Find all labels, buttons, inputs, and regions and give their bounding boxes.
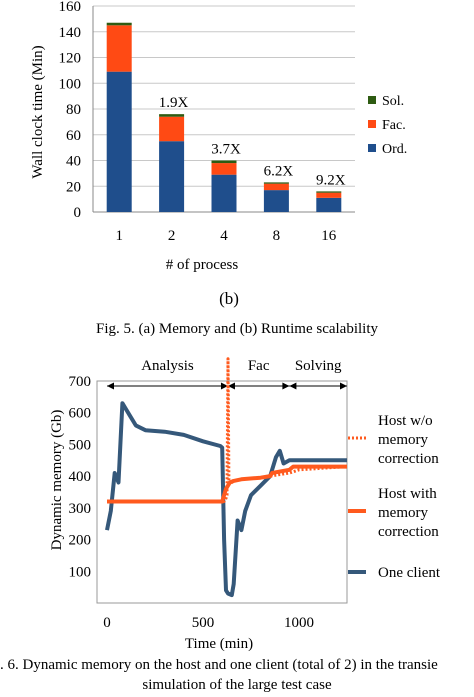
bar-chart-y-tick-label: 40 xyxy=(66,154,81,170)
legend-label: Host w/o memory correction xyxy=(378,413,439,467)
line-chart-series xyxy=(105,357,348,598)
series-line-0 xyxy=(107,357,348,503)
bar-chart-y-tick-label: 160 xyxy=(59,0,82,15)
bar-chart-y-label: Wall clock time (Min) xyxy=(30,45,46,178)
legend-label: Sol. xyxy=(382,94,404,109)
bar-segment-ord xyxy=(106,71,132,212)
bar-chart-y-tick-label: 120 xyxy=(59,51,82,67)
figure-5-caption: Fig. 5. (a) Memory and (b) Runtime scala… xyxy=(96,321,379,337)
bar-chart-y-tick-label: 20 xyxy=(66,179,81,195)
legend-label: Host with memory correction xyxy=(378,486,439,540)
line-chart-x-ticks: 0 500 1000 xyxy=(103,615,314,631)
legend-label: Ord. xyxy=(382,142,407,157)
bar-chart-annotations: 1.9X 3.7X 6.2X 9.2X xyxy=(159,95,346,188)
bar-segment-fac xyxy=(211,163,237,175)
bar-segment-ord xyxy=(159,141,185,212)
line-chart-y-ticks: 100 200 300 400 500 600 700 xyxy=(69,374,92,580)
bar-segment-ord xyxy=(263,190,289,212)
bar-segment-fac xyxy=(159,116,185,142)
speedup-label: 9.2X xyxy=(316,172,346,188)
phase-arrow-right xyxy=(282,382,290,390)
bar-chart-legend: Sol. Fac. Ord. xyxy=(368,94,407,157)
bar-segment-fac xyxy=(263,183,289,191)
line-chart-plot-area xyxy=(96,380,348,604)
line-chart-x-tick-label: 1000 xyxy=(284,615,314,631)
phase-arrow-left xyxy=(289,382,297,390)
line-chart-x-tick-label: 0 xyxy=(103,615,111,631)
line-chart-x-label: Time (min) xyxy=(185,636,253,652)
bar-chart-x-tick-label: 4 xyxy=(220,228,228,244)
phase-label: Analysis xyxy=(141,358,194,374)
phase-arrow-left xyxy=(227,382,235,390)
bar-chart-x-label: # of process xyxy=(166,257,239,273)
figure-6-caption-line-1: . 6. Dynamic memory on the host and one … xyxy=(0,657,438,673)
phase-arrow-left xyxy=(107,382,114,390)
line-chart-y-tick-label: 200 xyxy=(69,533,92,549)
line-chart-y-tick-label: 300 xyxy=(69,501,92,517)
bar-segment-sol xyxy=(106,22,132,26)
bar-segment-sol xyxy=(211,160,237,164)
bar-chart-x-ticks: 1 2 4 8 16 xyxy=(115,228,336,244)
bar-chart-y-tick-label: 80 xyxy=(66,102,81,118)
bar-chart-x-tick-label: 2 xyxy=(168,228,176,244)
bar-segment-sol xyxy=(263,182,289,184)
bar-chart-bars xyxy=(106,22,342,212)
bar-chart-x-tick-label: 16 xyxy=(321,228,337,244)
legend-label: Fac. xyxy=(382,118,406,133)
bar-segment-fac xyxy=(316,192,342,198)
bar-segment-ord xyxy=(211,174,237,212)
bar-chart-y-tick-label: 60 xyxy=(66,128,81,144)
bar-chart-y-ticks: 0 20 40 60 80 100 120 140 160 xyxy=(59,0,82,221)
speedup-label: 1.9X xyxy=(159,95,189,111)
line-chart-y-tick-label: 600 xyxy=(69,406,92,422)
legend-swatch xyxy=(368,120,376,128)
bar-chart-y-tick-label: 0 xyxy=(74,205,82,221)
legend-swatch xyxy=(368,144,376,152)
bar-segment-ord xyxy=(316,197,342,212)
line-chart-y-tick-label: 500 xyxy=(69,437,92,453)
phase-label: Solving xyxy=(295,358,342,374)
figure-6-caption-line-2: simulation of the large test case xyxy=(142,677,332,693)
bar-chart-grid xyxy=(93,5,355,187)
phase-label: Fac xyxy=(248,358,270,374)
bar-chart-y-tick-label: 100 xyxy=(59,76,82,92)
bar-segment-fac xyxy=(106,25,132,72)
speedup-label: 3.7X xyxy=(211,142,241,158)
legend-label: One client xyxy=(378,565,441,581)
bar-chart-x-tick-label: 8 xyxy=(273,228,281,244)
bar-segment-sol xyxy=(316,191,342,193)
phase-arrow-right xyxy=(220,382,228,390)
bar-segment-sol xyxy=(159,114,185,117)
panel-label: (b) xyxy=(219,289,239,308)
line-chart-y-tick-label: 100 xyxy=(69,564,92,580)
line-chart-y-label: Dynamic memory (Gb) xyxy=(49,410,65,551)
legend-swatch xyxy=(368,96,376,104)
series-line-2 xyxy=(105,401,347,598)
series-line-1 xyxy=(107,464,347,504)
line-chart-y-tick-label: 700 xyxy=(69,374,92,390)
phase-arrow-right xyxy=(340,382,347,390)
line-chart-x-tick-label: 500 xyxy=(192,615,215,631)
line-chart-legend: Host w/o memory correction Host with memory c… xyxy=(348,413,441,581)
line-chart-phase-annotations: Analysis Fac Solving xyxy=(107,358,347,390)
bar-chart-y-tick-label: 140 xyxy=(59,25,82,41)
line-chart-y-tick-label: 400 xyxy=(69,469,92,485)
bar-chart-x-tick-label: 1 xyxy=(115,228,123,244)
speedup-label: 6.2X xyxy=(264,163,294,179)
